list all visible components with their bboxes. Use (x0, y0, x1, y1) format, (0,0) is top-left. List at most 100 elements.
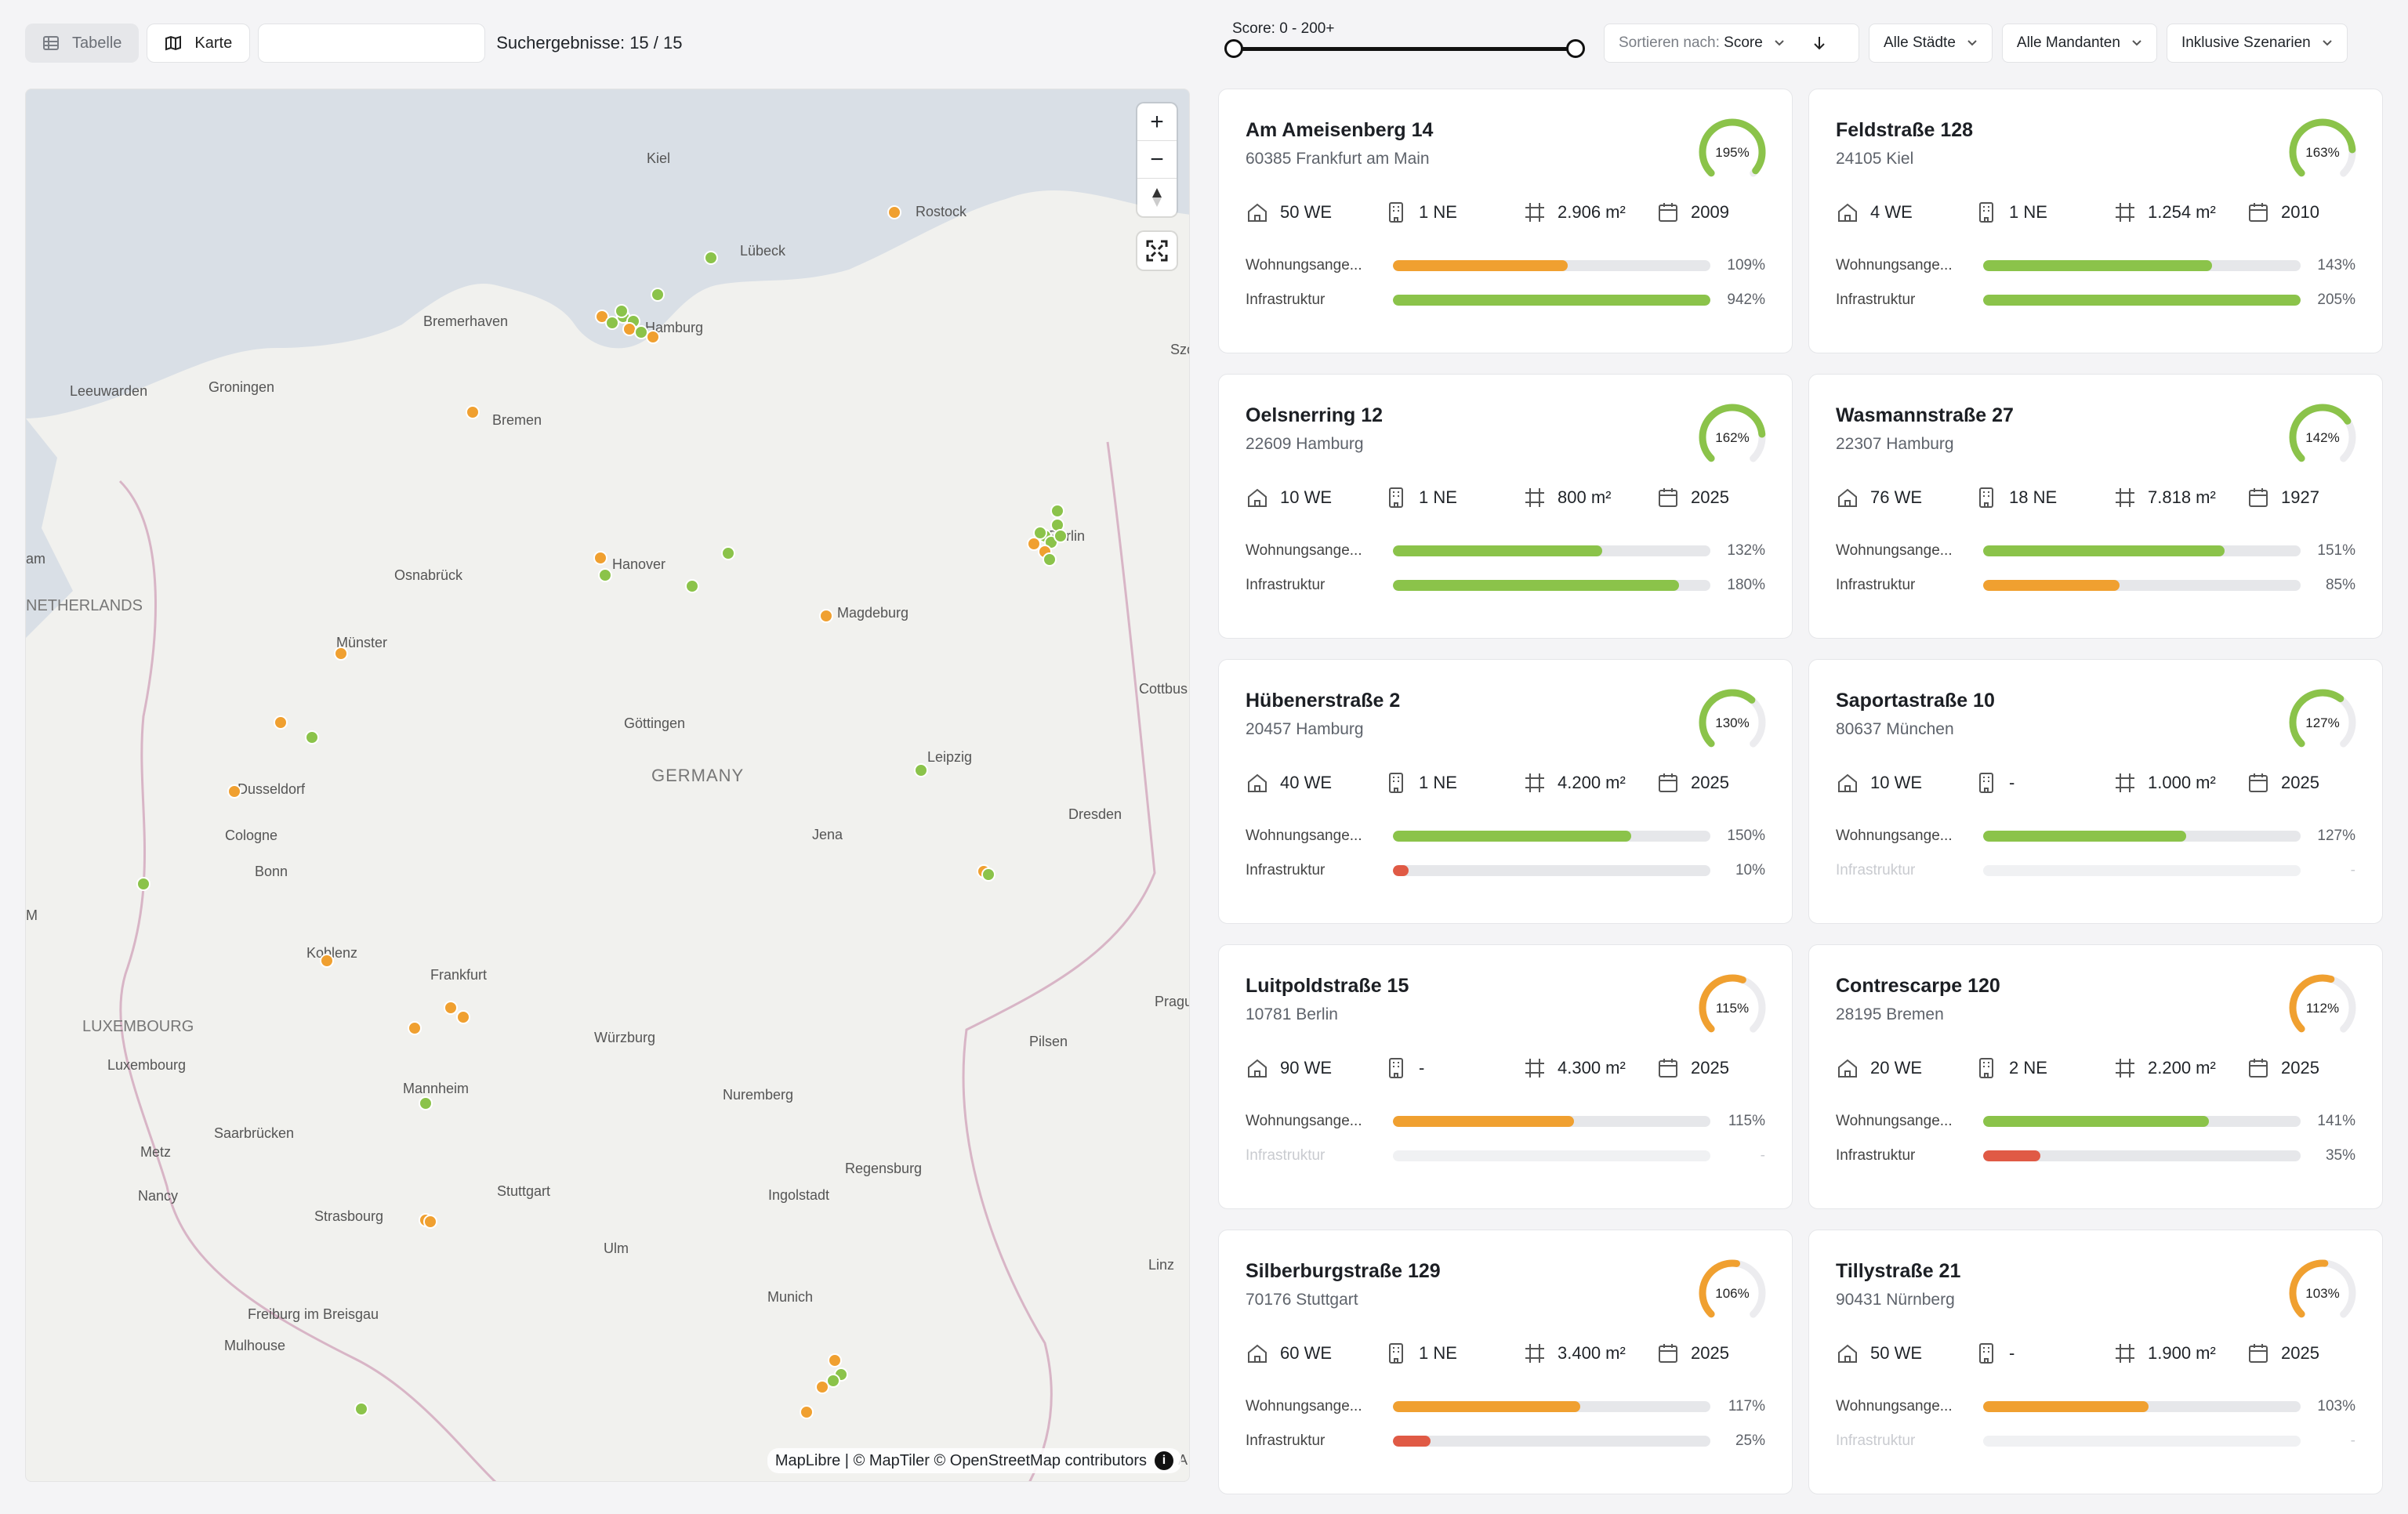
scenario-filter[interactable]: Inklusive Szenarien (2166, 24, 2348, 63)
property-marker[interactable] (615, 304, 629, 318)
property-marker[interactable] (605, 316, 619, 330)
property-card[interactable]: Contrescarpe 120 28195 Bremen 112% 20 WE… (1808, 944, 2383, 1209)
area-stat: 2.906 m² (1523, 201, 1656, 224)
property-marker[interactable] (815, 1380, 829, 1394)
compass-button[interactable] (1137, 179, 1177, 216)
bar-label: Infrastruktur (1836, 1433, 1916, 1449)
housing-supply-bar: Wohnungsange... 127% (1836, 819, 2355, 853)
map-place-label: Groningen (209, 379, 274, 395)
commercial-units-value: 1 NE (1419, 202, 1457, 222)
property-marker[interactable] (826, 1374, 840, 1388)
score-slider-max-handle[interactable] (1566, 39, 1585, 58)
tenant-filter[interactable]: Alle Mandanten (2001, 24, 2157, 63)
property-marker[interactable] (1027, 537, 1041, 551)
property-marker[interactable] (595, 310, 609, 324)
property-marker[interactable] (828, 1353, 842, 1367)
housing-supply-bar: Wohnungsange... 150% (1246, 819, 1765, 853)
property-marker[interactable] (622, 322, 636, 336)
property-marker[interactable] (800, 1405, 814, 1419)
property-marker[interactable] (1043, 552, 1057, 567)
bar-fill (1392, 580, 1679, 591)
map-place-label: Prague (1155, 994, 1190, 1009)
infrastructure-bar: Infrastruktur - (1836, 853, 2355, 888)
area-value: 1.900 m² (2148, 1343, 2216, 1363)
zoom-out-button[interactable]: − (1137, 141, 1177, 179)
property-marker[interactable] (320, 954, 334, 968)
score-range-slider[interactable]: Score: 0 - 200+ (1224, 20, 1585, 58)
area-grid-icon (1525, 203, 1544, 222)
property-marker[interactable] (598, 568, 612, 582)
housing-supply-bar: Wohnungsange... 151% (1836, 534, 2355, 568)
property-marker[interactable] (1054, 529, 1068, 543)
property-marker[interactable] (444, 1001, 458, 1015)
property-marker[interactable] (887, 205, 901, 219)
search-box[interactable] (258, 24, 489, 63)
property-marker[interactable] (227, 784, 241, 799)
city-filter[interactable]: Alle Städte (1869, 24, 1993, 63)
building-icon (1389, 773, 1403, 793)
property-marker[interactable] (819, 609, 833, 623)
property-card[interactable]: Tillystraße 21 90431 Nürnberg 103% 50 WE… (1808, 1230, 2383, 1494)
property-marker[interactable] (651, 288, 665, 302)
property-stats: 90 WE - 4.300 m² 2025 (1246, 1054, 1765, 1082)
fullscreen-button[interactable] (1137, 232, 1177, 270)
map-place-label: Cologne (225, 828, 277, 843)
map-place-label: Stuttgart (497, 1183, 550, 1199)
property-card[interactable]: Luitpoldstraße 15 10781 Berlin 115% 90 W… (1218, 944, 1793, 1209)
score-gauge: 106% (1699, 1259, 1766, 1327)
property-marker[interactable] (981, 867, 995, 882)
property-marker[interactable] (634, 325, 648, 339)
property-marker[interactable] (704, 251, 718, 265)
property-card[interactable]: Am Ameisenberg 14 60385 Frankfurt am Mai… (1218, 89, 1793, 353)
year-value: 2025 (2281, 1058, 2319, 1078)
property-marker[interactable] (1033, 526, 1047, 540)
bar-fill (1392, 545, 1603, 556)
score-slider-track[interactable] (1224, 39, 1585, 58)
search-input[interactable] (281, 34, 489, 53)
property-stats: 10 WE - 1.000 m² 2025 (1836, 769, 2355, 797)
score-gauge: 142% (2289, 404, 2356, 471)
property-marker[interactable] (274, 715, 288, 730)
property-marker[interactable] (136, 877, 150, 891)
zoom-in-button[interactable]: + (1137, 103, 1177, 141)
property-marker[interactable] (914, 763, 928, 777)
property-stats: 20 WE 2 NE 2.200 m² 2025 (1836, 1054, 2355, 1082)
property-marker[interactable] (593, 551, 607, 565)
tab-map-view[interactable]: Karte (147, 24, 251, 63)
bar-label: Infrastruktur (1836, 1147, 1916, 1164)
property-marker[interactable] (721, 546, 735, 560)
property-card[interactable]: Hübenerstraße 2 20457 Hamburg 130% 40 WE… (1218, 659, 1793, 924)
filter-toolbar: Sortieren nach: Score Alle Städte Alle M… (1604, 22, 2348, 64)
info-icon[interactable]: i (1155, 1451, 1173, 1470)
property-marker[interactable] (408, 1021, 422, 1035)
tab-table-view[interactable]: Tabelle (25, 24, 140, 63)
property-marker[interactable] (456, 1010, 470, 1024)
property-marker[interactable] (466, 405, 480, 419)
property-card[interactable]: Saportastraße 10 80637 München 127% 10 W… (1808, 659, 2383, 924)
property-marker[interactable] (354, 1402, 368, 1416)
property-card[interactable]: Silberburgstraße 129 70176 Stuttgart 106… (1218, 1230, 1793, 1494)
property-card[interactable]: Feldstraße 128 24105 Kiel 163% 4 WE 1 NE… (1808, 89, 2383, 353)
property-marker[interactable] (1050, 504, 1064, 518)
sort-select[interactable]: Sortieren nach: Score (1604, 24, 1859, 63)
property-marker[interactable] (419, 1096, 433, 1110)
map-canvas[interactable]: Kiel Rostock Lübeck Bremerhaven Hamburg Groni… (26, 89, 1190, 1482)
year-stat: 2025 (1656, 486, 1729, 509)
property-city: 80637 München (1836, 720, 1954, 738)
property-marker[interactable] (305, 730, 319, 744)
map-view[interactable]: Kiel Rostock Lübeck Bremerhaven Hamburg Groni… (25, 89, 1190, 1482)
map-place-label: Dusseldorf (238, 781, 306, 797)
property-marker[interactable] (685, 579, 699, 593)
property-marker[interactable] (646, 330, 660, 344)
map-markers[interactable] (136, 205, 1068, 1419)
zoom-controls: + − (1137, 103, 1177, 216)
property-card[interactable]: Wasmannstraße 27 22307 Hamburg 142% 76 W… (1808, 374, 2383, 639)
sort-direction-arrow-icon[interactable] (1811, 35, 1827, 51)
property-card[interactable]: Oelsnerring 12 22609 Hamburg 162% 10 WE … (1218, 374, 1793, 639)
score-gauge: 130% (1699, 689, 1766, 756)
bar-label: Wohnungsange... (1246, 1113, 1362, 1129)
property-marker[interactable] (334, 647, 348, 661)
chevron-down-icon (1775, 40, 1784, 46)
property-marker[interactable] (423, 1215, 437, 1229)
score-slider-min-handle[interactable] (1224, 39, 1243, 58)
